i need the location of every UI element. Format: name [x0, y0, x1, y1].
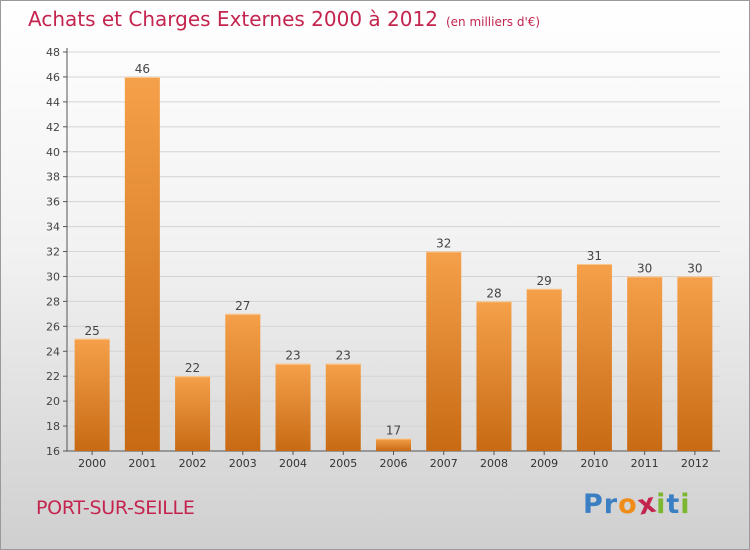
proxiti-logo[interactable]: Proxiti: [583, 487, 691, 521]
data-label: 23: [285, 349, 300, 363]
bar: [325, 363, 361, 451]
x-tick-label: 2011: [631, 457, 659, 470]
y-tick-label: 48: [46, 46, 60, 59]
bar: [576, 263, 612, 451]
y-tick-label: 40: [46, 146, 60, 159]
data-labels: 25 46 22 27 23 23 17 32 28 29 31 30 30: [84, 62, 702, 438]
bar: [476, 301, 512, 451]
bar: [225, 313, 261, 451]
bar: [677, 276, 713, 451]
data-label: 25: [84, 324, 99, 338]
x-tick-label: 2008: [480, 457, 508, 470]
x-tick-label: 2003: [229, 457, 257, 470]
y-tick-label: 44: [46, 96, 60, 109]
y-tick-label: 42: [46, 121, 60, 134]
x-tick-label: 2002: [179, 457, 207, 470]
logo-letter: r: [603, 489, 619, 520]
bar: [426, 251, 462, 451]
grid-lines: [67, 51, 720, 452]
data-label: 30: [687, 261, 702, 275]
bar: [526, 288, 562, 451]
data-label: 29: [537, 274, 552, 288]
x-tick-label: 2006: [380, 457, 408, 470]
logo-letter: i: [680, 489, 691, 520]
title-unit: (en milliers d'€): [445, 15, 541, 29]
data-label: 22: [185, 361, 200, 375]
x-tick-label: 2004: [279, 457, 307, 470]
y-tick-label: 46: [46, 71, 60, 84]
logo-letter: t: [666, 489, 681, 520]
data-label: 30: [637, 261, 652, 275]
data-label: 27: [235, 299, 250, 313]
data-label: 46: [135, 62, 150, 76]
y-tick-label: 28: [46, 295, 60, 308]
data-label: 28: [486, 286, 501, 300]
x-tick-label: 2010: [580, 457, 608, 470]
bars: [74, 76, 713, 451]
chart-title: Achats et Charges Externes 2000 à 2012 (e…: [28, 7, 540, 31]
y-tick-label: 18: [46, 420, 60, 433]
bar: [275, 363, 311, 451]
bar: [175, 376, 211, 451]
y-tick-label: 36: [46, 196, 60, 209]
x-tick-label: 2005: [329, 457, 357, 470]
x-tick-label: 2009: [530, 457, 558, 470]
x-tick-label: 2007: [430, 457, 458, 470]
y-tick-label: 32: [46, 246, 60, 259]
x-tick-label: 2000: [78, 457, 106, 470]
bar: [376, 438, 411, 451]
data-label: 17: [386, 424, 401, 438]
y-tick-label: 38: [46, 171, 60, 184]
y-tick-label: 30: [46, 270, 60, 283]
y-tick-label: 22: [46, 370, 60, 383]
y-tick-label: 16: [46, 445, 60, 458]
logo-letter: P: [583, 489, 604, 520]
logo-letter: i: [656, 489, 667, 520]
title-text: Achats et Charges Externes 2000 à 2012: [28, 7, 438, 31]
y-tick-label: 24: [46, 345, 60, 358]
bar: [124, 76, 160, 451]
data-label: 31: [587, 249, 602, 263]
commune-name: PORT-SUR-SEILLE: [36, 497, 195, 519]
x-tick-label: 2001: [128, 457, 156, 470]
bar: [627, 276, 663, 451]
logo-letter: o: [618, 489, 638, 520]
y-tick-label: 34: [46, 221, 60, 234]
data-label: 23: [336, 349, 351, 363]
data-label: 32: [436, 237, 451, 251]
y-tick-label: 20: [46, 395, 60, 408]
x-tick-label: 2012: [681, 457, 709, 470]
y-tick-label: 26: [46, 320, 60, 333]
bar: [74, 338, 110, 451]
